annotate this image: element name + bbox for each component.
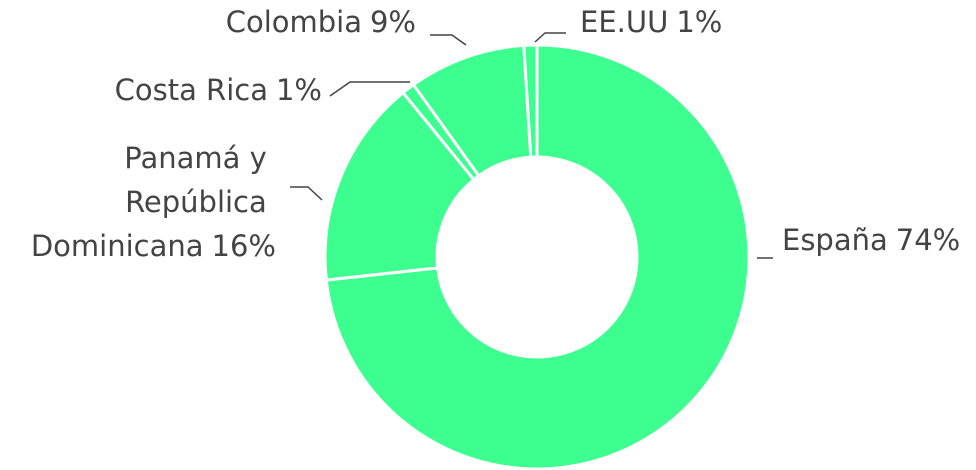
category-label: Colombia: [226, 5, 362, 39]
value-label: 1%: [676, 5, 722, 39]
donut-slice: [324, 43, 751, 470]
leader-line: [329, 81, 410, 97]
leader-line: [534, 32, 566, 43]
category-label: EE.UU: [580, 5, 668, 39]
value-label: 74%: [896, 223, 960, 257]
value-label: 9%: [370, 5, 416, 39]
category-label: España: [782, 223, 888, 257]
leader-line: [290, 186, 323, 201]
donut-slice: [323, 90, 476, 282]
category-label: Costa Rica: [115, 73, 268, 107]
category-label: Panamá y República Dominicana: [31, 141, 276, 263]
value-label: 1%: [276, 73, 322, 107]
leader-line: [430, 34, 467, 46]
value-label: 16%: [212, 229, 276, 263]
donut-slice: [522, 43, 539, 159]
